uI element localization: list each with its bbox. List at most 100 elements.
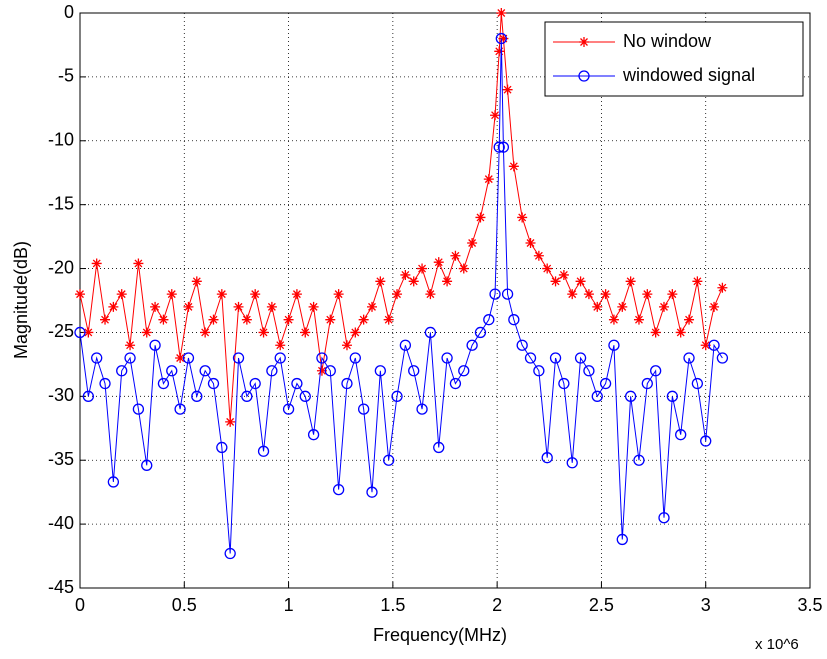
data-point — [567, 289, 578, 300]
data-point — [666, 390, 678, 402]
data-point — [633, 454, 645, 466]
data-point — [574, 352, 587, 364]
data-point — [624, 390, 637, 402]
data-point — [575, 276, 586, 287]
data-point — [157, 377, 170, 390]
data-point — [291, 289, 302, 300]
data-point — [483, 314, 495, 326]
data-point — [383, 314, 394, 325]
data-point — [307, 429, 320, 441]
y-tick-label: -15 — [48, 193, 74, 213]
data-point — [383, 454, 395, 466]
data-point — [533, 250, 544, 261]
data-point — [625, 276, 636, 287]
y-tick-label: -10 — [48, 130, 74, 150]
data-point — [132, 403, 145, 415]
data-point — [224, 547, 236, 560]
data-point — [583, 289, 594, 300]
data-point — [592, 301, 603, 312]
data-point — [508, 314, 520, 326]
data-point — [489, 288, 501, 300]
data-point — [549, 352, 562, 364]
data-point — [166, 289, 177, 300]
data-point — [149, 339, 161, 351]
data-point — [124, 352, 136, 364]
x-tick-label: 3 — [701, 595, 711, 615]
data-point — [633, 314, 644, 325]
data-point — [424, 326, 437, 339]
data-point — [502, 84, 513, 95]
data-point — [200, 327, 211, 338]
legend-box — [544, 21, 804, 97]
data-point — [608, 339, 620, 351]
data-point — [658, 512, 670, 524]
data-point — [100, 314, 111, 325]
data-point — [616, 533, 628, 546]
series-line — [79, 38, 723, 554]
x-tick-label: 1 — [284, 595, 294, 615]
data-point — [183, 301, 194, 312]
data-point — [408, 365, 420, 377]
data-point — [675, 327, 686, 338]
data-point — [600, 289, 611, 300]
data-point — [717, 282, 728, 293]
data-point — [241, 390, 253, 402]
data-point — [174, 403, 186, 415]
x-tick-label: 0 — [75, 595, 85, 615]
data-point — [692, 276, 703, 287]
data-point — [493, 141, 505, 153]
axes-box — [79, 12, 811, 589]
data-point — [425, 289, 436, 300]
data-point — [83, 327, 94, 338]
data-point — [416, 403, 428, 415]
data-point — [282, 403, 295, 415]
data-point — [392, 289, 403, 300]
data-point — [182, 352, 195, 364]
data-point — [225, 416, 236, 427]
data-point — [191, 276, 202, 287]
data-point — [659, 301, 669, 312]
data-point — [266, 365, 278, 377]
data-point — [74, 326, 86, 339]
legend-label: No window — [623, 31, 712, 51]
data-point — [458, 263, 469, 274]
data-point — [300, 327, 311, 338]
data-point — [216, 441, 228, 454]
data-point — [691, 377, 704, 390]
data-point — [408, 276, 419, 287]
data-point — [550, 276, 561, 287]
data-point — [483, 174, 494, 185]
data-point — [433, 441, 445, 454]
data-point — [667, 289, 678, 300]
x-multiplier: x 10^6 — [755, 636, 799, 653]
y-tick-label: 0 — [64, 2, 74, 22]
data-point — [250, 289, 261, 300]
data-point — [517, 212, 528, 223]
data-point — [675, 429, 687, 441]
x-tick-label: 2 — [492, 595, 502, 615]
data-point — [158, 314, 169, 325]
data-point — [558, 269, 569, 280]
data-point — [207, 377, 220, 390]
data-point — [591, 390, 603, 402]
data-point — [441, 352, 453, 364]
y-tick-label: -40 — [48, 513, 74, 533]
data-point — [458, 365, 470, 377]
data-point — [642, 289, 653, 300]
data-point — [508, 161, 519, 172]
legend-marker — [578, 70, 590, 82]
data-point — [374, 365, 386, 377]
data-point — [558, 377, 570, 390]
data-point — [241, 314, 252, 325]
legend-marker — [579, 37, 589, 47]
data-point — [494, 46, 505, 57]
data-point — [599, 377, 612, 390]
data-point — [258, 327, 269, 338]
data-point — [199, 365, 211, 377]
data-point — [650, 327, 661, 338]
data-point — [498, 33, 509, 44]
data-point — [525, 238, 536, 248]
data-point — [283, 314, 294, 325]
data-point — [308, 301, 319, 312]
